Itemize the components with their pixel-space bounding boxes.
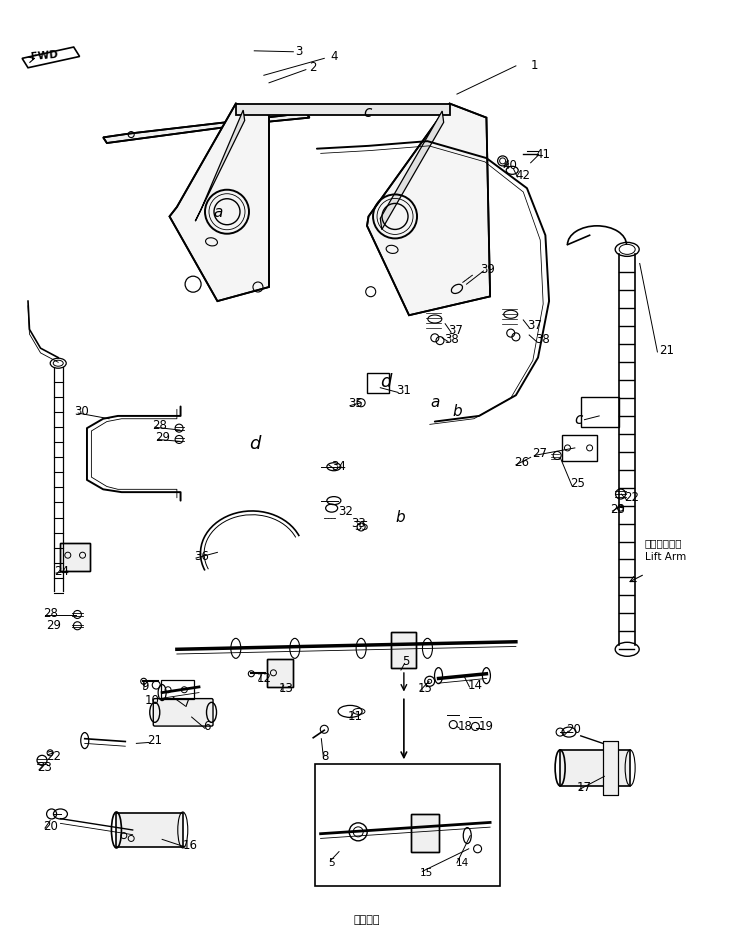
Text: 24: 24 [54, 565, 69, 578]
Polygon shape [195, 110, 245, 221]
Text: 21: 21 [147, 734, 161, 747]
Text: 1: 1 [531, 59, 538, 72]
Text: 11: 11 [348, 710, 363, 723]
Text: 29: 29 [156, 431, 170, 444]
Text: 22: 22 [46, 750, 60, 763]
Text: 25: 25 [570, 477, 584, 490]
Polygon shape [170, 104, 269, 301]
Bar [267, 659, 293, 687]
Text: 22: 22 [624, 491, 639, 504]
Text: 36: 36 [194, 550, 209, 563]
Text: 19: 19 [479, 720, 494, 733]
Text: 41: 41 [535, 148, 550, 161]
Text: FWD: FWD [30, 49, 58, 62]
Text: 28: 28 [153, 419, 167, 432]
Text: 5: 5 [402, 655, 410, 668]
Text: リフトアーム: リフトアーム [645, 538, 682, 548]
Text: 34: 34 [332, 460, 346, 473]
Polygon shape [103, 113, 310, 143]
Text: 17: 17 [577, 781, 592, 794]
Text: 2: 2 [310, 61, 317, 74]
Text: 20: 20 [566, 723, 581, 736]
Text: c: c [574, 412, 583, 427]
Text: 29: 29 [46, 619, 60, 632]
Text: 35: 35 [348, 397, 363, 410]
Text: a: a [214, 205, 223, 220]
Text: 8: 8 [321, 750, 329, 763]
Text: 15: 15 [418, 682, 433, 695]
Bar [411, 814, 439, 852]
Text: 3: 3 [295, 45, 302, 58]
Text: 5: 5 [328, 858, 335, 868]
Text: Lift Arm: Lift Arm [645, 552, 686, 562]
Text: 23: 23 [37, 761, 52, 774]
Text: 38: 38 [535, 333, 550, 346]
Bar [315, 764, 500, 886]
Text: 13: 13 [279, 682, 293, 695]
Text: 適用号炕: 適用号炕 [353, 916, 380, 925]
Bar [367, 373, 389, 393]
Polygon shape [380, 111, 444, 230]
Text: 6: 6 [203, 720, 210, 733]
Text: 28: 28 [43, 607, 57, 620]
Text: 37: 37 [527, 319, 542, 332]
Text: 42: 42 [515, 168, 530, 182]
Text: 14: 14 [467, 678, 482, 692]
Text: 14: 14 [455, 858, 469, 868]
Bar [391, 632, 416, 668]
Text: 30: 30 [74, 405, 89, 418]
Text: 26: 26 [514, 456, 528, 470]
Text: d: d [249, 435, 261, 454]
Bar [562, 435, 597, 461]
Polygon shape [367, 104, 490, 315]
Text: 23: 23 [610, 502, 625, 516]
Text: 15: 15 [420, 869, 433, 878]
Bar [267, 659, 293, 687]
Text: 20: 20 [43, 820, 57, 833]
Text: 40: 40 [502, 159, 517, 172]
Text: 31: 31 [396, 384, 411, 397]
Text: 16: 16 [183, 838, 198, 852]
Text: 9: 9 [142, 680, 149, 694]
Text: 35: 35 [354, 520, 369, 534]
Text: 7: 7 [183, 697, 190, 710]
FancyBboxPatch shape [153, 698, 213, 726]
Bar [603, 741, 618, 795]
Text: 21: 21 [660, 343, 674, 357]
Text: 38: 38 [444, 333, 458, 346]
Text: c: c [363, 105, 372, 120]
Polygon shape [236, 104, 450, 115]
Text: 18: 18 [458, 720, 472, 733]
Text: 39: 39 [481, 263, 495, 276]
Text: 33: 33 [351, 517, 366, 530]
Bar [60, 543, 90, 571]
Text: 12: 12 [256, 672, 271, 685]
Text: a: a [430, 395, 439, 410]
Text: b: b [453, 404, 463, 419]
Bar [161, 680, 194, 699]
Text: b: b [395, 510, 405, 525]
Bar [391, 632, 416, 668]
Text: 10: 10 [144, 694, 159, 707]
Bar [560, 750, 630, 786]
Text: 27: 27 [532, 447, 547, 460]
Text: d: d [380, 373, 391, 391]
Bar [60, 543, 90, 571]
Bar [116, 813, 183, 847]
Text: 4: 4 [330, 50, 338, 63]
Text: 37: 37 [448, 324, 463, 337]
Text: 32: 32 [338, 505, 353, 518]
Bar [581, 397, 619, 427]
Bar [603, 741, 618, 795]
Bar [411, 814, 439, 852]
